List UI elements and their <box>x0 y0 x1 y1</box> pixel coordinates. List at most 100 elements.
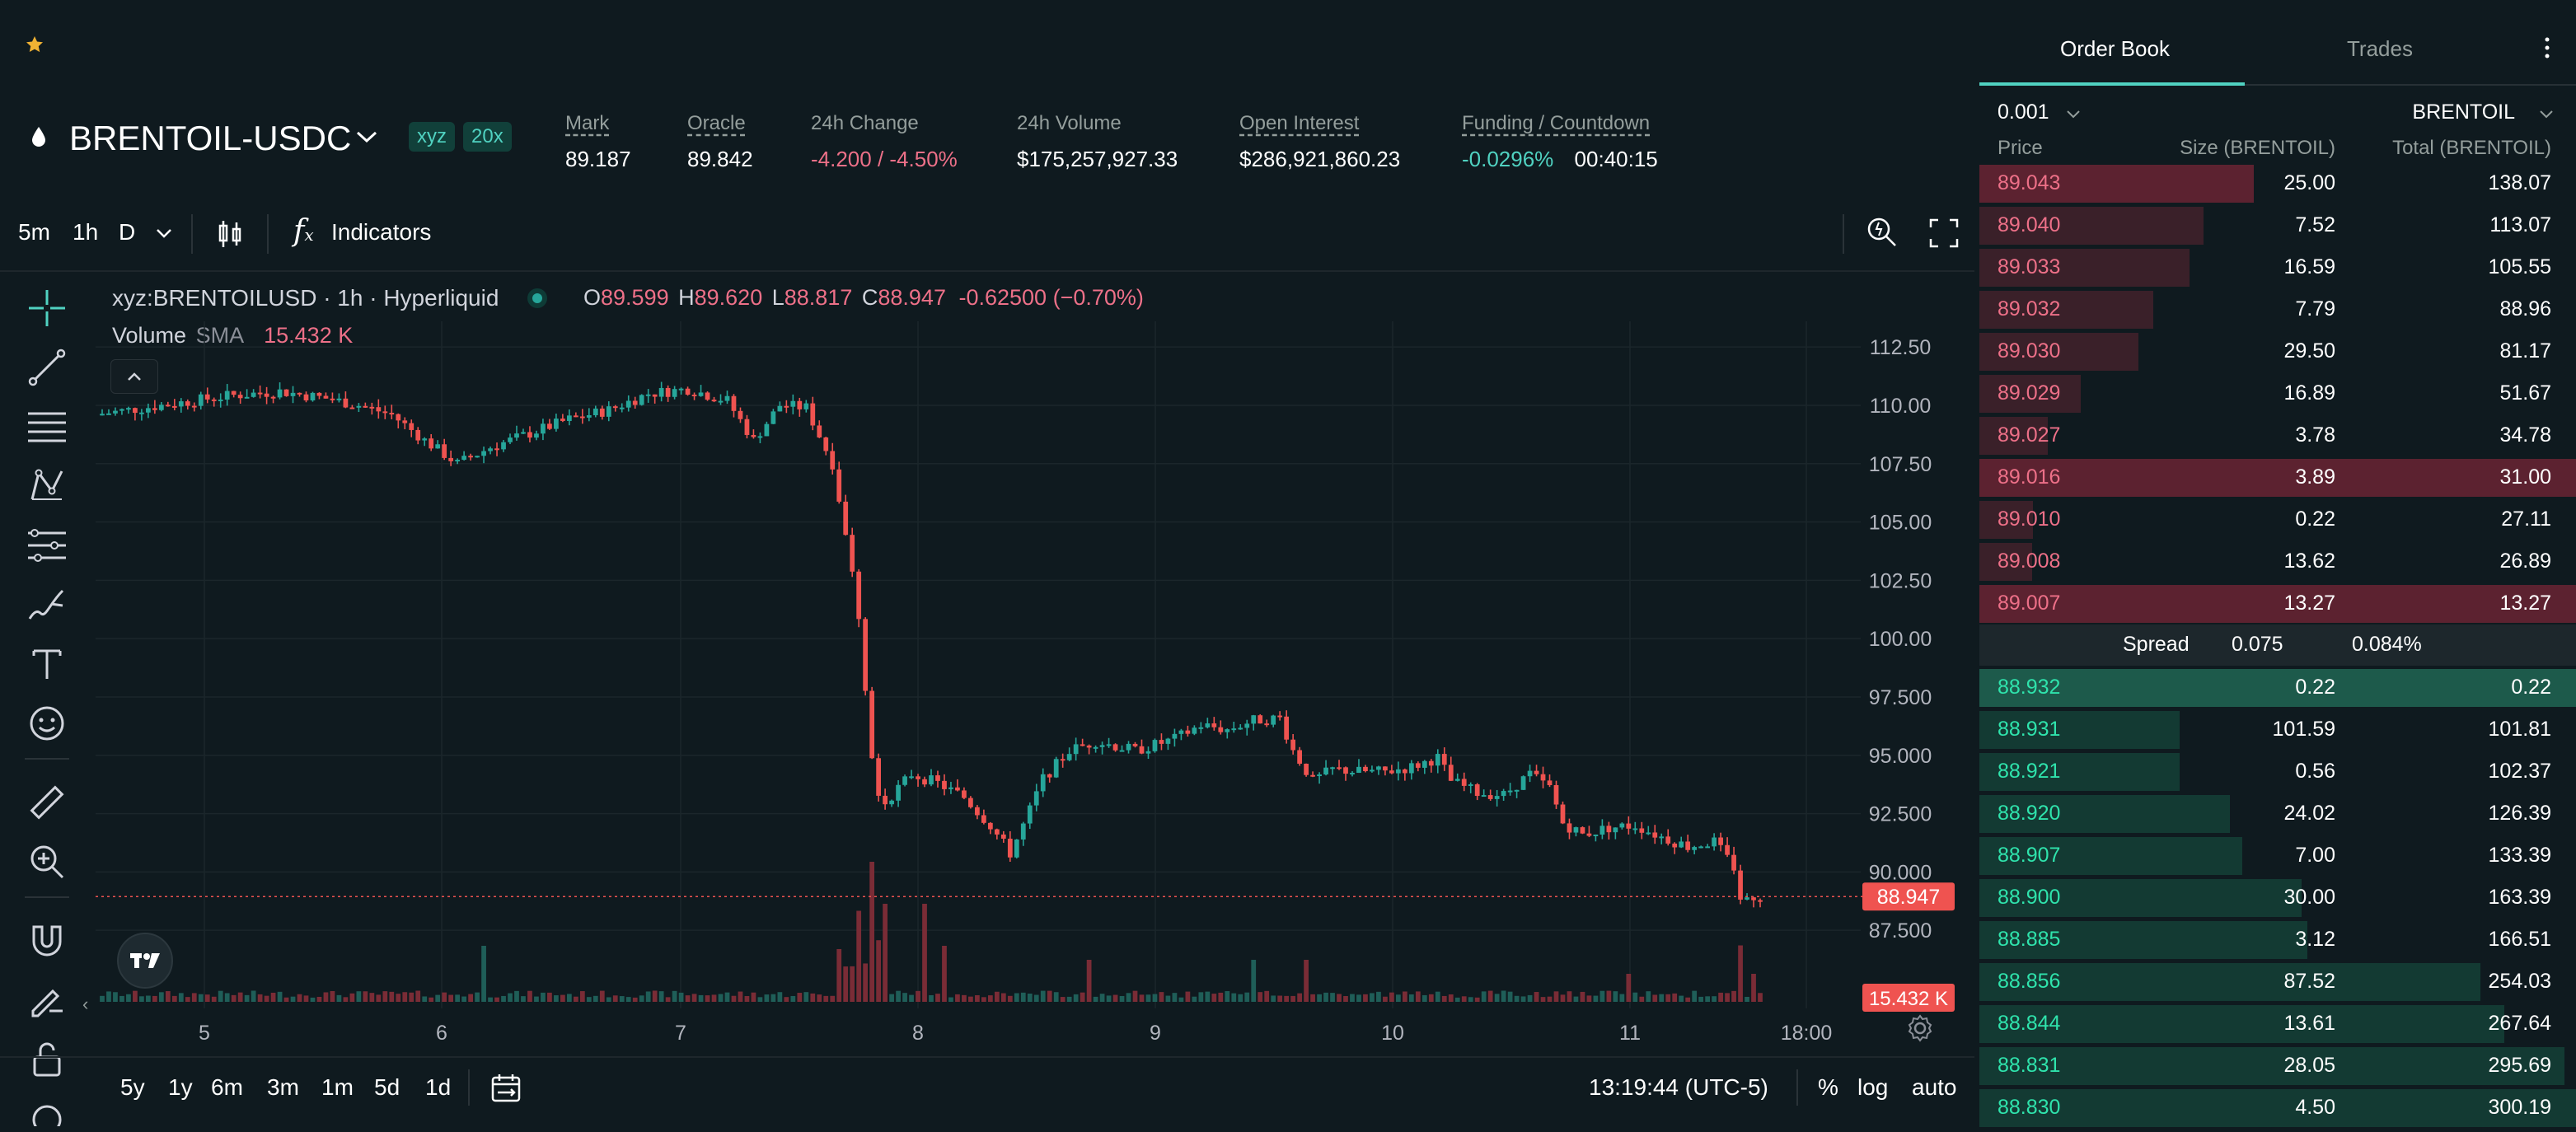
unit-chevron-icon[interactable] <box>2538 109 2555 124</box>
candle-body <box>757 436 763 438</box>
ask-row[interactable]: 89.027 3.78 34.78 <box>1979 415 2576 456</box>
bid-row[interactable]: 88.856 87.52 254.03 <box>1979 961 2576 1003</box>
candle-body <box>1396 769 1401 774</box>
candle-body <box>968 798 973 807</box>
star-icon[interactable] <box>25 35 44 58</box>
brush-icon[interactable] <box>25 587 69 623</box>
quick-search-icon[interactable] <box>1864 214 1900 255</box>
ask-row[interactable]: 89.010 0.22 27.11 <box>1979 499 2576 540</box>
ask-row[interactable]: 89.008 13.62 26.89 <box>1979 541 2576 582</box>
ask-row[interactable]: 89.043 25.00 138.07 <box>1979 163 2576 204</box>
volume-bar <box>1402 991 1407 1002</box>
candle-body <box>409 423 415 430</box>
bid-row[interactable]: 88.900 30.00 163.39 <box>1979 877 2576 919</box>
candle-body <box>422 438 428 441</box>
magnet-icon[interactable] <box>25 923 69 959</box>
candle-body <box>244 396 250 399</box>
candle-type-icon[interactable] <box>216 218 244 255</box>
range-1m[interactable]: 1m <box>321 1074 354 1100</box>
volume-bar <box>1573 996 1579 1002</box>
ask-row[interactable]: 89.030 29.50 81.17 <box>1979 331 2576 372</box>
price-chart[interactable]: 112.50 110.00 107.50 105.00 102.50 100.00 97.5… <box>0 199 1974 1116</box>
ask-row[interactable]: 89.016 3.89 31.00 <box>1979 457 2576 498</box>
range-3m[interactable]: 3m <box>267 1074 299 1100</box>
volume-bar <box>738 991 743 1002</box>
bid-row[interactable]: 88.920 24.02 126.39 <box>1979 793 2576 835</box>
volume-bar <box>1132 990 1138 1002</box>
clock-readout[interactable]: 13:19:44 (UTC-5) <box>1589 1074 1768 1100</box>
candle-body <box>1553 784 1559 805</box>
volume-bar <box>1198 992 1204 1002</box>
volume-bar <box>751 992 756 1002</box>
fib-icon[interactable] <box>25 527 69 564</box>
depth-bar <box>1979 963 2480 1001</box>
chart-settings-gear-icon[interactable] <box>1905 1013 1935 1047</box>
bid-row[interactable]: 88.932 0.22 0.22 <box>1979 667 2576 709</box>
volume-bar <box>429 997 434 1002</box>
emoji-icon[interactable] <box>25 705 69 741</box>
fullscreen-icon[interactable] <box>1928 218 1960 253</box>
tick-size-select[interactable]: 0.001 <box>1998 101 2049 124</box>
text-tool-icon[interactable] <box>25 646 69 682</box>
draw-lock-icon[interactable] <box>25 982 69 1018</box>
y-tick-label: 95.000 <box>1869 745 1932 768</box>
volume-bar <box>1297 993 1302 1002</box>
candle-body <box>1501 791 1506 797</box>
bid-row[interactable]: 88.885 3.12 166.51 <box>1979 919 2576 961</box>
tick-chevron-icon[interactable] <box>2065 109 2082 124</box>
collapse-tools-icon[interactable]: ‹ <box>82 994 89 1014</box>
ask-row[interactable]: 89.033 16.59 105.55 <box>1979 247 2576 288</box>
ruler-icon[interactable] <box>25 784 69 821</box>
unit-select[interactable]: BRENTOIL <box>2412 101 2515 124</box>
tab-order-book[interactable]: Order Book <box>2060 36 2170 61</box>
bid-row[interactable]: 88.844 13.61 267.64 <box>1979 1003 2576 1045</box>
zoom-in-icon[interactable] <box>25 844 69 880</box>
candle-body <box>1745 897 1749 900</box>
interval-chevron-icon[interactable] <box>155 227 173 243</box>
range-5y[interactable]: 5y <box>120 1074 145 1100</box>
range-1y[interactable]: 1y <box>168 1074 193 1100</box>
pattern-icon[interactable] <box>25 468 69 504</box>
crosshair-icon[interactable] <box>25 290 69 326</box>
depth-bar <box>1979 207 2204 245</box>
ask-row[interactable]: 89.032 7.79 88.96 <box>1979 289 2576 330</box>
volume-bar <box>290 996 296 1002</box>
ask-row[interactable]: 89.040 7.52 113.07 <box>1979 205 2576 246</box>
market-symbol[interactable]: BRENTOIL-USDC <box>69 119 352 157</box>
more-options-icon[interactable] <box>2543 36 2551 63</box>
tab-trades[interactable]: Trades <box>2347 36 2413 61</box>
volume-bar <box>1370 993 1375 1002</box>
bid-row[interactable]: 88.907 7.00 133.39 <box>1979 835 2576 877</box>
volume-bar <box>1192 996 1197 1002</box>
indicators-button[interactable]: Indicators <box>331 219 432 245</box>
interval-5m[interactable]: 5m <box>18 219 50 245</box>
chevron-down-icon[interactable] <box>354 129 379 149</box>
bid-row[interactable]: 88.921 0.56 102.37 <box>1979 751 2576 793</box>
candle-body <box>632 400 638 405</box>
bid-row[interactable]: 88.931 101.59 101.81 <box>1979 709 2576 751</box>
collapse-legend-button[interactable] <box>110 359 158 394</box>
ask-row[interactable]: 89.029 16.89 51.67 <box>1979 373 2576 414</box>
interval-1h[interactable]: 1h <box>73 219 99 245</box>
range-5d[interactable]: 5d <box>374 1074 400 1100</box>
candle-body <box>1258 715 1263 724</box>
range-6m[interactable]: 6m <box>211 1074 243 1100</box>
dex-tag-badge: xyz <box>409 122 455 152</box>
trend-line-icon[interactable] <box>25 348 69 386</box>
candle-body <box>731 395 737 411</box>
tradingview-logo-icon[interactable] <box>117 933 173 989</box>
row-total: 105.55 <box>2488 255 2551 278</box>
ask-row[interactable]: 89.007 13.27 13.27 <box>1979 583 2576 624</box>
candle-body <box>1652 832 1658 838</box>
percent-scale-toggle[interactable]: % <box>1818 1074 1838 1100</box>
log-scale-toggle[interactable]: log <box>1857 1074 1889 1100</box>
volume-bar <box>402 992 408 1002</box>
indicators-icon[interactable]: fx <box>293 214 314 248</box>
range-1d[interactable]: 1d <box>425 1074 452 1100</box>
bid-row[interactable]: 88.830 4.50 300.19 <box>1979 1088 2576 1129</box>
horizontal-lines-icon[interactable] <box>25 409 69 445</box>
bid-row[interactable]: 88.831 28.05 295.69 <box>1979 1045 2576 1087</box>
interval-d[interactable]: D <box>119 219 136 245</box>
date-range-icon[interactable] <box>489 1071 522 1108</box>
auto-scale-toggle[interactable]: auto <box>1912 1074 1957 1100</box>
